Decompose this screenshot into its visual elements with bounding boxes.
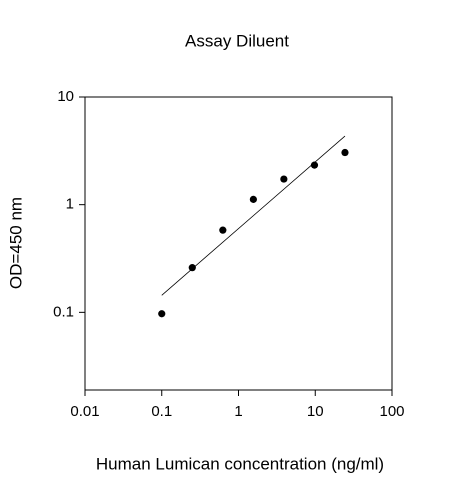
y-tick-label: 10 <box>57 88 74 105</box>
x-axis-title: Human Lumican concentration (ng/ml) <box>96 454 384 473</box>
x-tick-label: 0.1 <box>151 403 172 420</box>
data-point <box>341 148 349 157</box>
data-point <box>188 264 196 272</box>
data-point <box>249 195 257 203</box>
chart-title: Assay Diluent <box>185 31 289 50</box>
data-point <box>280 175 288 183</box>
x-tick-label: 10 <box>307 403 324 420</box>
plot-frame <box>84 96 393 391</box>
y-tick-label: 1 <box>66 196 74 213</box>
data-point <box>310 161 319 169</box>
x-tick-label: 1 <box>234 403 242 420</box>
x-tick-label: 0.01 <box>70 403 99 420</box>
y-tick-label: 0.1 <box>53 303 74 320</box>
y-axis-title: OD=450 nm <box>6 197 25 289</box>
data-point <box>158 310 166 318</box>
x-tick-label: 100 <box>379 403 404 420</box>
data-point <box>219 226 227 234</box>
trend-line <box>161 135 346 296</box>
